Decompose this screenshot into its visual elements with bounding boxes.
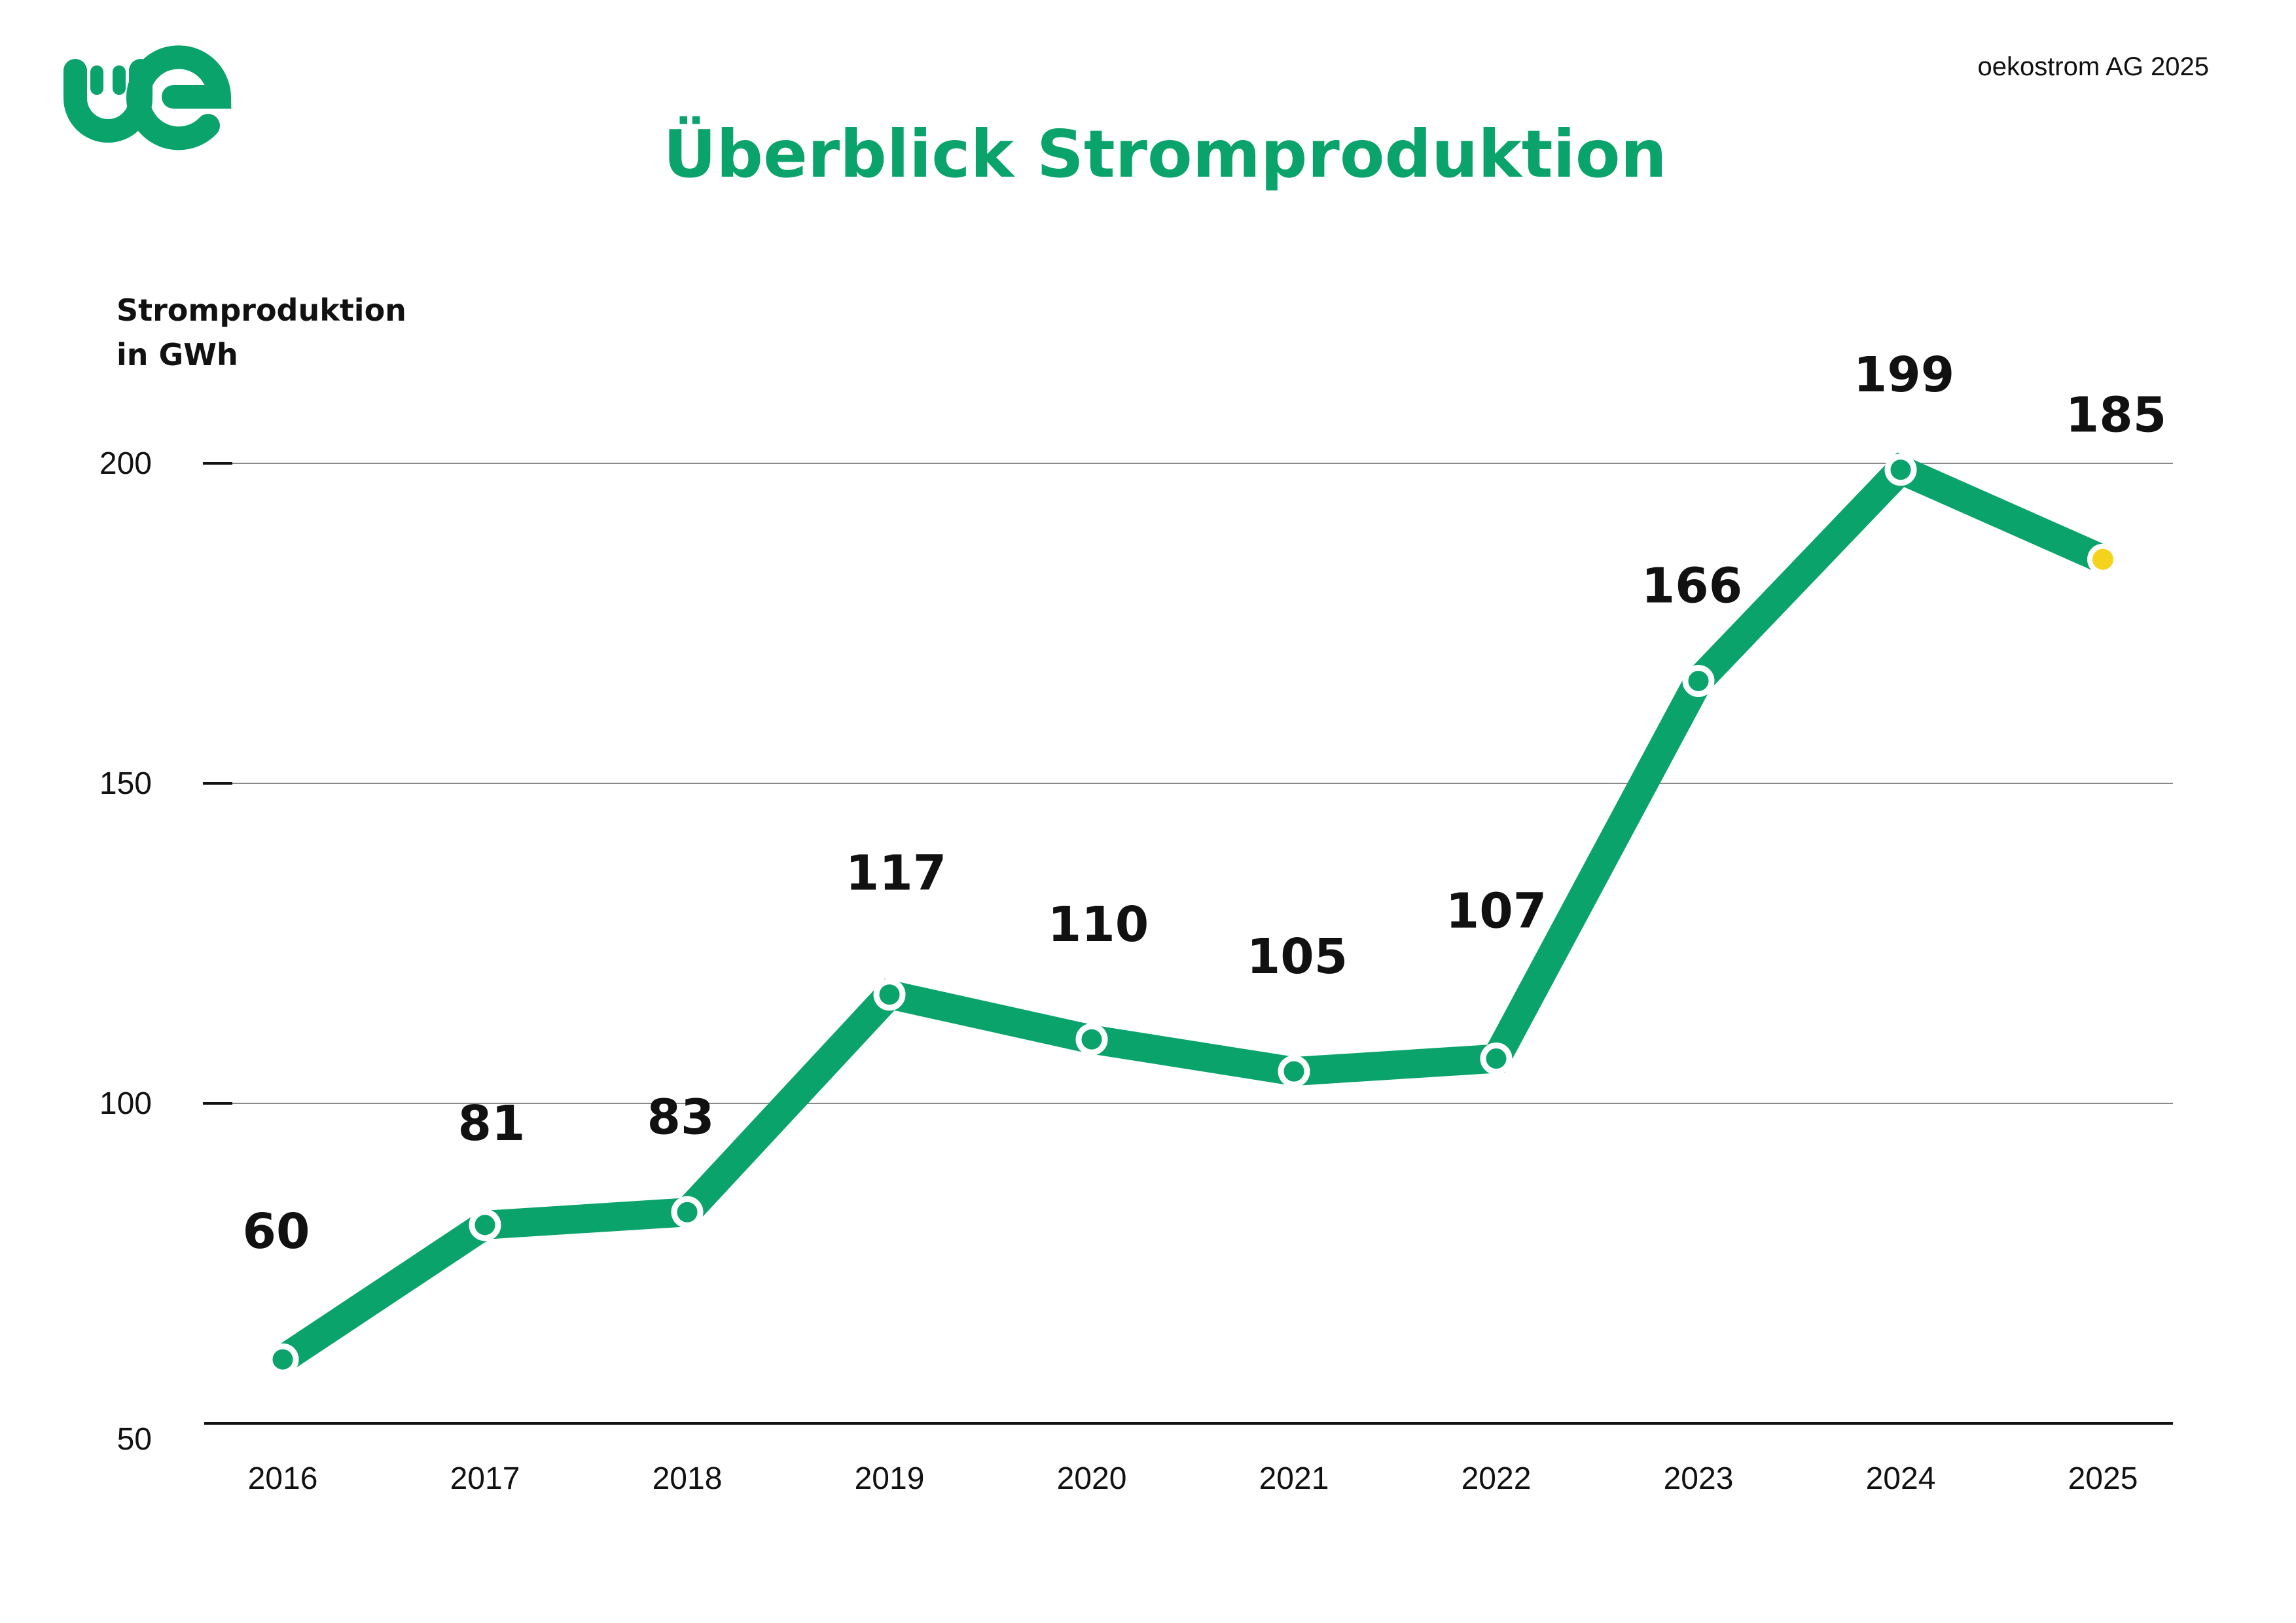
data-label-2019: 117 bbox=[846, 846, 946, 902]
series-line-layer bbox=[268, 452, 2117, 1374]
data-point-layer bbox=[266, 454, 2119, 1376]
data-point-2022 bbox=[1480, 1043, 1513, 1075]
data-label-2020: 110 bbox=[1048, 897, 1149, 953]
y-tick-label-50: 50 bbox=[117, 1422, 152, 1457]
y-tick-label-150: 150 bbox=[99, 766, 152, 801]
logo-e-shape bbox=[126, 45, 232, 151]
data-point-2020 bbox=[1075, 1023, 1108, 1056]
data-point-2023 bbox=[1682, 665, 1715, 698]
data-point-2025 bbox=[2092, 548, 2113, 570]
data-point-2021 bbox=[1278, 1055, 1310, 1088]
y-axis-label-line-2: in GWh bbox=[117, 337, 238, 372]
data-label-2021: 105 bbox=[1247, 929, 1348, 985]
data-label-layer: 60 81 83 117 110 105 107 166 199 185 bbox=[243, 347, 2167, 1260]
data-point-2018 bbox=[671, 1196, 704, 1228]
x-tick-label-2024: 2024 bbox=[1866, 1461, 1936, 1496]
x-tick-label-2016: 2016 bbox=[248, 1461, 318, 1496]
data-label-2018: 83 bbox=[647, 1089, 715, 1145]
data-label-2022: 107 bbox=[1446, 883, 1547, 940]
y-tick-label-100: 100 bbox=[99, 1086, 152, 1121]
page-title: Überblick Stromproduktion bbox=[663, 116, 1667, 192]
x-tick-label-2022: 2022 bbox=[1462, 1461, 1532, 1496]
data-point-2024 bbox=[1884, 454, 1917, 486]
x-tick-label-2020: 2020 bbox=[1057, 1461, 1127, 1496]
data-label-2017: 81 bbox=[458, 1096, 526, 1152]
y-tick-label-200: 200 bbox=[99, 446, 152, 481]
data-label-2025: 185 bbox=[2066, 387, 2166, 444]
data-point-2017 bbox=[469, 1209, 501, 1241]
data-point-2019 bbox=[873, 978, 906, 1011]
data-label-2024: 199 bbox=[1854, 347, 1954, 403]
x-tick-label-2018: 2018 bbox=[653, 1461, 723, 1496]
x-tick-label-2021: 2021 bbox=[1259, 1461, 1329, 1496]
x-tick-label-2017: 2017 bbox=[450, 1461, 520, 1496]
x-tick-label-2025: 2025 bbox=[2068, 1461, 2138, 1496]
data-point-2016 bbox=[266, 1343, 299, 1376]
axis-layer: 50 100 150 200 bbox=[99, 446, 2173, 1457]
x-tick-label-2023: 2023 bbox=[1664, 1461, 1734, 1496]
grid-layer bbox=[204, 463, 2173, 1104]
oekostrom-logo bbox=[63, 45, 232, 151]
y-axis-label-line-1: Stromproduktion bbox=[117, 293, 406, 328]
credit-text: oekostrom AG 2025 bbox=[1977, 52, 2209, 81]
x-tick-layer: 2016 2017 2018 2019 2020 2021 2022 2023 2024 2025 bbox=[248, 1461, 2138, 1496]
x-tick-label-2019: 2019 bbox=[855, 1461, 925, 1496]
series-line bbox=[268, 452, 2117, 1374]
data-label-2016: 60 bbox=[243, 1204, 310, 1260]
data-label-2023: 166 bbox=[1641, 558, 1742, 615]
